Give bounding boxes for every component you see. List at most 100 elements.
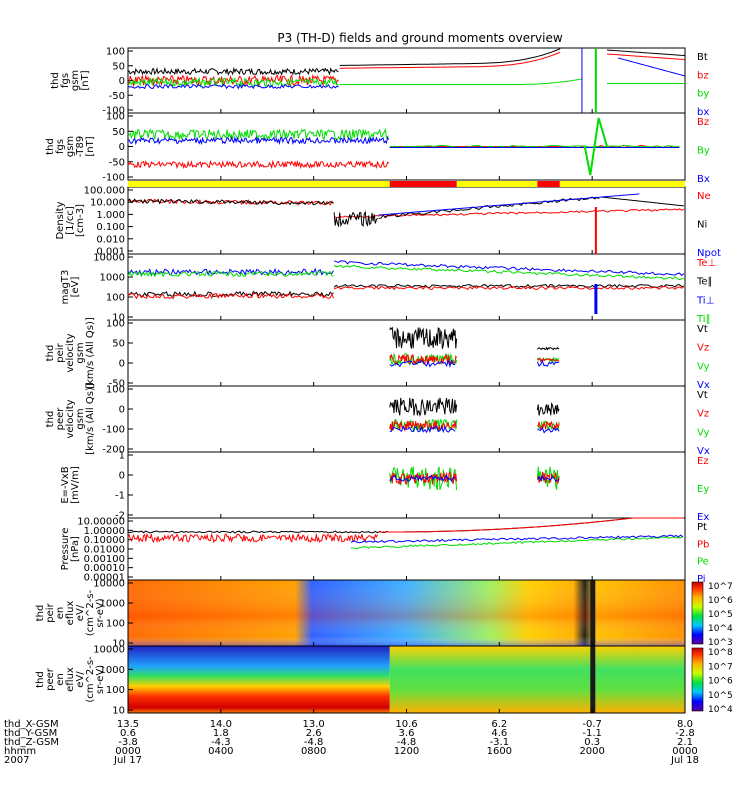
trace-bt [606,49,686,57]
y-axis-label: magT3 [eV] [60,270,81,305]
panel-peir-velocity: 100 50 0 -50 thd peir velocity gsm [km/s (All Qs… [45,317,710,391]
trace-ez [536,471,560,485]
y-tick-label: 1 [119,451,125,462]
colorbar-tick-label: 10^7 [708,662,733,672]
legend-ti∥: Ti∥ [696,314,711,325]
y-tick-label: 0.00001 [84,573,125,584]
legend-ti⊥: Ti⊥ [696,295,714,306]
trace-vx [537,426,560,434]
trace-npot [378,193,640,216]
trace-pe [350,536,683,550]
trace-ez [389,471,458,485]
legend-vy: Vy [697,361,710,372]
y-axis-label-line: eV/ [75,604,86,621]
y-axis-label-line: [nPa] [70,536,81,562]
y-tick-label: -50 [109,379,125,390]
panel-pressure: 10.000001.000000.100000.010000.001000.00… [60,517,709,586]
legend-vy: Vy [697,427,710,438]
panel-temperature: 10000 1000 100 10 magT3 [eV] Te⊥ Te∥ Ti⊥ Ti∥ [60,253,716,326]
y-tick-label: 50 [112,127,125,138]
trace-vt [537,346,560,351]
y-tick-label: 0.01000 [84,545,125,556]
legend-vt: Vt [697,390,708,401]
y-tick-label: 1.000 [96,210,125,221]
trace-vx [389,359,455,368]
y-axis-label-line: magT3 [60,270,71,305]
y-axis-label-line: thd [45,411,56,428]
y-tick-label: 0.10000 [84,535,125,546]
trace-ti-par [333,264,684,281]
colorbar-tick-label: 10^6 [708,677,733,687]
y-axis-label-line: [nT] [85,136,96,156]
y-tick-label: 10000 [93,579,125,590]
y-tick-label: 0 [119,76,125,87]
x-tick-label: 0400 [208,746,233,757]
x-tick-label: 1200 [394,746,419,757]
y-tick-label: -100 [102,106,125,117]
y-tick-label: 0 [119,142,125,153]
y-axis-label-line: gsm [75,408,86,429]
y-tick-label: -200 [102,445,125,456]
x-tick-label: 2.6 [306,728,322,739]
y-tick-label: 0 [119,405,125,416]
y-axis-label-line: fgs [55,139,66,154]
trace-pb [378,517,684,533]
y-tick-label: 100 [106,619,125,630]
trace-vz [537,357,560,363]
data-gap [590,580,596,646]
y-axis-label-line: sr-eV) [95,665,106,694]
y-tick-label: 100.000 [84,186,125,197]
x-tick-label: 13.0 [303,719,325,730]
panel-frame [127,385,686,453]
spectrogram-body [389,646,685,713]
legend-bt: Bt [697,52,708,63]
x-tick-label: -4.8 [304,737,324,748]
trace-by-spike [583,117,608,176]
y-tick-label: 0 [119,471,125,482]
y-axis-label-line: peer [45,667,56,691]
y-tick-label: 100 [106,293,125,304]
mode-bar-segment [389,181,457,187]
legend-pt: Pt [697,522,707,533]
y-tick-label: 0.010 [96,234,125,245]
y-tick-label: 1000 [100,599,125,610]
y-axis-label: thd fgs gsm -T89 [nT] [45,136,96,158]
trace-bx [618,57,686,77]
y-axis-label-line: thd [50,72,61,89]
x-tick-label: 2000 [579,746,604,757]
y-axis-label-line: peer [55,407,66,431]
x-axis-row-label: hhmm [4,746,36,757]
legend-te⊥: Te⊥ [696,258,716,269]
mode-bar-segment [537,181,560,187]
colorbar-tick-label: 10^3 [708,638,733,648]
y-tick-label: 0.00010 [84,563,125,574]
trace-vt [389,397,458,417]
y-axis-label-line: (cm^2-s- [85,589,96,636]
y-axis-label: thd peir en eflux eV/(cm^2-s-sr-eV) [35,589,106,636]
y-axis-label-line: peir [45,602,56,622]
trace-by [127,127,389,142]
x-tick-label: 1600 [487,746,512,757]
legend-ez: Ez [697,456,709,467]
x-axis-row-label: thd_X-GSM [4,719,59,730]
x-tick-label: 13.5 [117,719,139,730]
y-tick-label: 10 [112,706,125,717]
y-tick-label: 10 [112,313,125,324]
y-axis-label: thd peer en eflux eV/(cm^2-s-sr-eV) [35,656,106,703]
x-tick-label: 0000 [115,746,140,757]
trace-bz [127,73,339,88]
y-axis-label-line: [1/cc] [65,206,76,235]
colorbar [691,581,704,645]
y-tick-label: 10000 [93,645,125,656]
y-axis-label: Density [1/cc] [cm-3] [55,201,86,239]
x-tick-label: -4.3 [211,737,231,748]
panel-fgs-t89: 100 50 0 -50 -100 thd fgs gsm -T89 [nT] Bz By Bx [45,112,710,186]
legend-vz: Vz [697,409,709,420]
spectrogram-overlay [128,580,685,646]
legend-pi: Pi [697,574,706,585]
y-axis-label-line: thd [35,671,46,688]
y-axis-label-line: gsm [65,136,76,157]
x-tick-label: 3.6 [399,728,415,739]
trace-by [127,76,339,89]
